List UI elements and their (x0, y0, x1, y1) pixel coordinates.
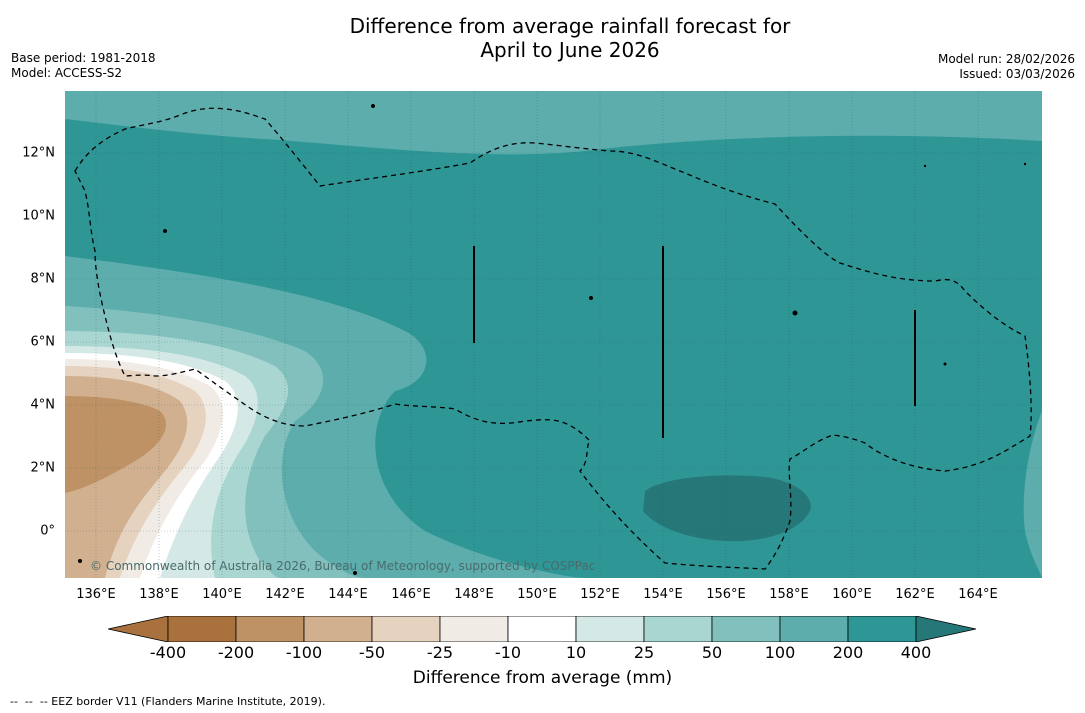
colorbar-label: 50 (701, 643, 723, 662)
x-tick: 138°E (139, 587, 179, 602)
colorbar-label: 200 (832, 643, 864, 662)
contour-blob-400 (643, 475, 811, 542)
x-tick: 154°E (643, 587, 683, 602)
x-tick: 158°E (769, 587, 809, 602)
colorbar-swatch (439, 616, 509, 642)
colorbar-label: 100 (764, 643, 796, 662)
colorbar-label: -200 (217, 643, 255, 662)
model-run: Model run: 28/02/2026 (937, 52, 1075, 66)
title-line-1: Difference from average rainfall forecas… (349, 14, 791, 38)
colorbar-swatch (575, 616, 645, 642)
islands (78, 104, 1027, 575)
colorbar-swatch (847, 616, 917, 642)
contour-sw-neg200 (65, 396, 166, 493)
y-tick: 4°N (30, 397, 56, 413)
x-tick: 164°E (958, 587, 998, 602)
y-tick: 12°N (22, 145, 55, 161)
x-tick: 146°E (391, 587, 431, 602)
colorbar-arrow-left (108, 616, 169, 642)
colorbar-arrow-right (915, 616, 977, 642)
model-name: Model: ACCESS-S2 (11, 66, 123, 80)
eez-borders (74, 107, 1032, 570)
y-tick: 2°N (30, 460, 56, 476)
y-tick: 10°N (22, 208, 55, 224)
meta-right: Model run: 28/02/2026 Issued: 03/03/2026 (938, 52, 1075, 82)
colorbar-swatch (711, 616, 781, 642)
x-tick: 136°E (76, 587, 116, 602)
colorbar (108, 616, 977, 642)
colorbar-title: Difference from average (mm) (412, 668, 673, 688)
y-tick: 0° (40, 523, 55, 539)
colorbar-label: -50 (358, 643, 386, 662)
x-tick: 140°E (202, 587, 242, 602)
colorbar-label: -10 (494, 643, 522, 662)
colorbar-label: 25 (633, 643, 655, 662)
y-tick: 6°N (30, 334, 56, 350)
copyright-text: © Commonwealth of Australia 2026, Bureau… (90, 559, 596, 573)
colorbar-swatch (643, 616, 713, 642)
y-tick: 8°N (30, 271, 56, 287)
base-period: Base period: 1981-2018 (11, 51, 156, 65)
x-tick: 152°E (580, 587, 620, 602)
colorbar-swatch (235, 616, 305, 642)
x-tick: 150°E (517, 587, 557, 602)
x-tick: 144°E (328, 587, 368, 602)
colorbar-label: 400 (900, 643, 932, 662)
x-tick: 156°E (706, 587, 746, 602)
colorbar-swatch (779, 616, 849, 642)
rainfall-map (65, 91, 1042, 578)
meta-left: Base period: 1981-2018 Model: ACCESS-S2 (11, 51, 156, 81)
x-tick: 148°E (454, 587, 494, 602)
x-tick: 160°E (832, 587, 872, 602)
chart-title: Difference from average rainfall forecas… (270, 14, 870, 62)
colorbar-label: -100 (285, 643, 323, 662)
boundary-lines (473, 246, 916, 438)
colorbar-label: -25 (426, 643, 454, 662)
x-tick: 142°E (265, 587, 305, 602)
colorbar-swatch (507, 616, 577, 642)
colorbar-swatch (167, 616, 237, 642)
contour-east-100 (1023, 411, 1042, 578)
colorbar-swatch (303, 616, 373, 642)
eez-footnote: -- -- -- EEZ border V11 (Flanders Marine… (10, 695, 326, 708)
colorbar-swatch (371, 616, 441, 642)
title-line-2: April to June 2026 (480, 38, 660, 62)
issued-date: Issued: 03/03/2026 (959, 67, 1075, 81)
x-tick: 162°E (895, 587, 935, 602)
contour-top-100 (65, 91, 1042, 155)
colorbar-label: 10 (565, 643, 587, 662)
colorbar-label: -400 (149, 643, 187, 662)
